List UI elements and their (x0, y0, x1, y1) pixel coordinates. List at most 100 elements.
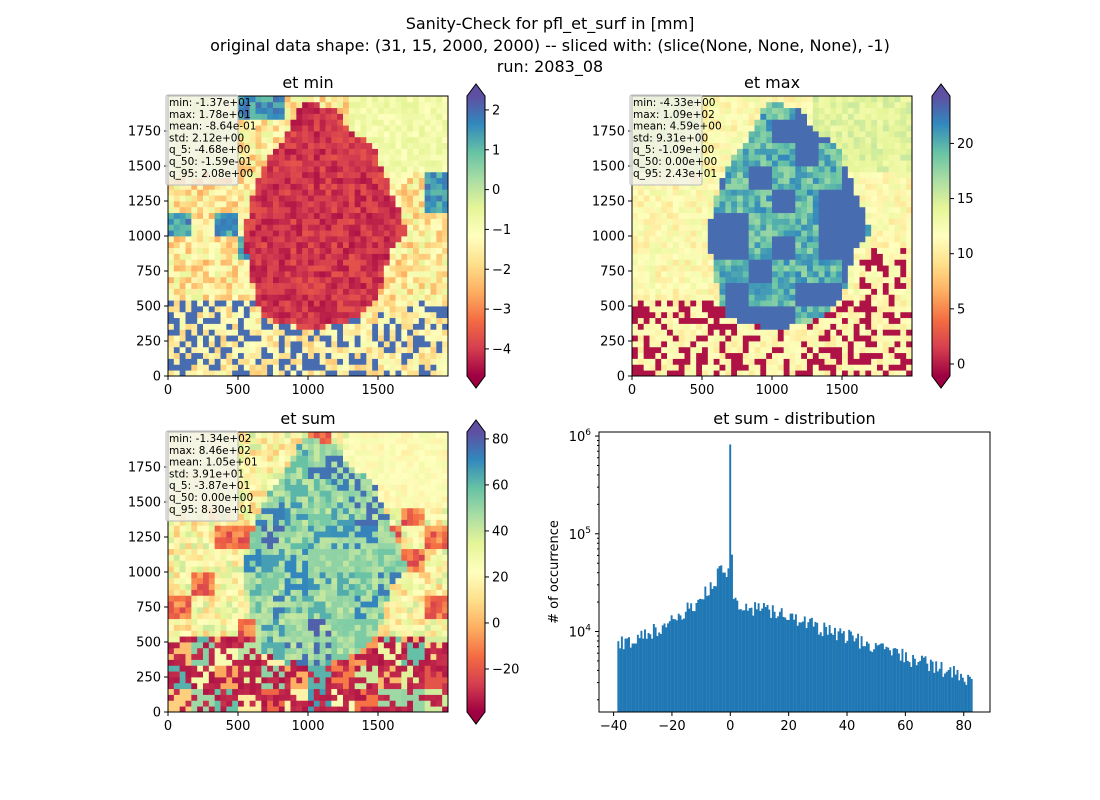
heatmap-cell (220, 294, 227, 301)
heatmap-cell (865, 282, 872, 289)
heatmap-cell (243, 160, 251, 167)
heatmap-cell (637, 218, 645, 225)
heatmap-cell (772, 329, 779, 336)
heatmap-cell (185, 700, 192, 707)
heatmap-cell (278, 346, 286, 354)
heatmap-cell (354, 183, 361, 190)
heatmap-cell (343, 136, 350, 144)
heatmap-cell (442, 241, 449, 249)
heatmap-cell (737, 131, 744, 138)
heatmap-cell (672, 341, 680, 348)
heatmap-cell (383, 317, 391, 324)
heatmap-cell (748, 212, 755, 219)
heatmap-cell (255, 218, 262, 225)
heatmap-cell (766, 230, 773, 237)
heatmap-cell (789, 230, 796, 237)
heatmap-cell (772, 311, 779, 319)
heatmap-cell (655, 224, 662, 231)
heatmap-cell (830, 329, 837, 336)
heatmap-cell (818, 370, 825, 377)
heatmap-cell (888, 201, 895, 208)
heatmap-cell (888, 253, 895, 260)
heatmap-cell (389, 346, 396, 354)
heatmap-cell (882, 358, 890, 365)
heatmap-cell (766, 160, 773, 167)
heatmap-cell (772, 346, 779, 354)
heatmap-cell (168, 583, 175, 590)
heatmap-cell (824, 195, 831, 202)
heatmap-cell (818, 236, 825, 243)
heatmap-cell (707, 125, 715, 132)
heatmap-cell (824, 370, 831, 377)
heatmap-cell (313, 300, 321, 307)
heatmap-cell (319, 113, 326, 120)
heatmap-cell (168, 358, 175, 365)
heatmap-cell (290, 131, 297, 138)
heatmap-cell (173, 583, 181, 590)
heatmap-cell (436, 125, 443, 132)
heatmap-cell (812, 131, 820, 138)
heatmap-cell (354, 166, 361, 173)
heatmap-cell (900, 177, 907, 184)
heatmap-cell (331, 300, 338, 307)
panel-et-min: 0 500 1000 150002505007501000125015001750et… (128, 73, 511, 398)
heatmap-cell (232, 329, 239, 336)
heatmap-cell (667, 294, 674, 301)
heatmap-cell (366, 253, 373, 260)
heatmap-cell (871, 300, 878, 307)
heatmap-cell (337, 265, 344, 272)
heatmap-cell (442, 352, 449, 359)
heatmap-cell (661, 236, 668, 243)
heatmap-cell (308, 346, 315, 354)
heatmap-cell (284, 311, 291, 319)
heatmap-cell (847, 317, 855, 324)
heatmap-cell (273, 96, 280, 103)
heatmap-cell (179, 542, 186, 550)
heatmap-cell (348, 119, 356, 126)
heatmap-cell (795, 119, 802, 126)
heatmap-cell (249, 154, 256, 161)
heatmap-cell (278, 230, 286, 237)
heatmap-cell (643, 271, 650, 278)
heatmap-cell (203, 189, 210, 196)
heatmap-cell (801, 329, 808, 336)
heatmap-cell (882, 142, 890, 149)
heatmap-cell (290, 300, 297, 307)
heatmap-cell (366, 183, 373, 190)
heatmap-cell (197, 276, 204, 284)
heatmap-cell (742, 282, 750, 289)
heatmap-cell (337, 212, 344, 219)
heatmap-cell (766, 154, 773, 161)
heatmap-cell (302, 224, 309, 231)
heatmap-cell (719, 107, 726, 114)
heatmap-cell (249, 125, 256, 132)
heatmap-cell (203, 195, 210, 202)
heatmap-cell (801, 259, 808, 266)
heatmap-cell (232, 300, 239, 307)
heatmap-cell (713, 107, 720, 114)
heatmap-cell (226, 206, 233, 214)
heatmap-cell (173, 201, 181, 208)
heatmap-cell (325, 306, 332, 313)
heatmap-cell (238, 224, 245, 231)
heatmap-cell (214, 346, 221, 354)
heatmap-cell (226, 253, 233, 260)
heatmap-cell (255, 183, 262, 190)
heatmap-cell (789, 177, 796, 184)
heatmap-cell (754, 148, 761, 155)
heatmap-cell (360, 253, 367, 260)
heatmap-cell (302, 96, 309, 103)
heatmap-cell (719, 323, 726, 330)
heatmap-cell (401, 247, 408, 254)
heatmap-cell (772, 160, 779, 167)
heatmap-cell (713, 358, 720, 365)
heatmap-cell (173, 624, 181, 631)
heatmap-cell (395, 253, 402, 260)
heatmap-cell (649, 364, 656, 371)
heatmap-cell (702, 206, 709, 214)
heatmap-cell (760, 189, 767, 196)
heatmap-cell (348, 241, 356, 249)
heatmap-cell (360, 306, 367, 313)
heatmap-cell (354, 271, 361, 278)
heatmap-cell (900, 166, 907, 173)
